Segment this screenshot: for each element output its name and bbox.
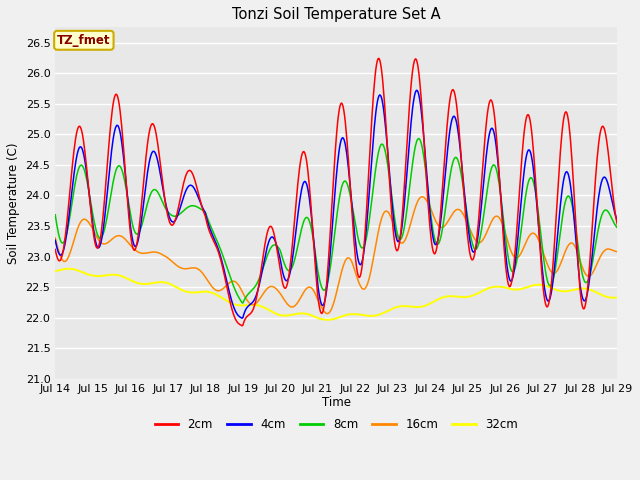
Text: TZ_fmet: TZ_fmet [57,34,111,47]
Y-axis label: Soil Temperature (C): Soil Temperature (C) [7,142,20,264]
X-axis label: Time: Time [322,396,351,409]
Legend: 2cm, 4cm, 8cm, 16cm, 32cm: 2cm, 4cm, 8cm, 16cm, 32cm [150,414,523,436]
Title: Tonzi Soil Temperature Set A: Tonzi Soil Temperature Set A [232,7,441,22]
